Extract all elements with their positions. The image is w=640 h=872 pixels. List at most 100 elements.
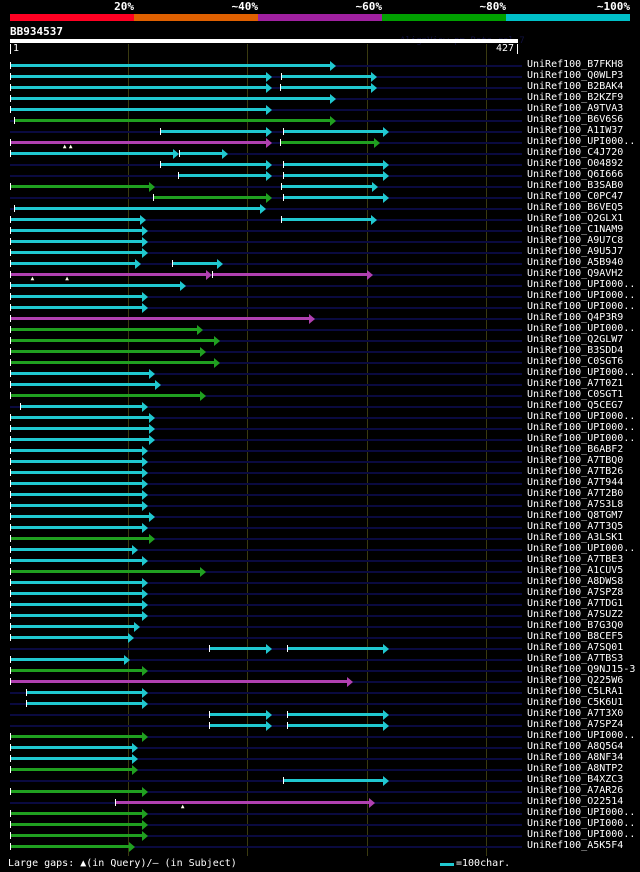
hit-label[interactable]: UniRef100_A9U5J7 [527,246,624,257]
hsp-arrow-icon [266,83,273,93]
hit-label[interactable]: UniRef100_A9U7C8 [527,235,624,246]
hit-label[interactable]: UniRef100_A8DWS8 [527,576,624,587]
hit-label[interactable]: UniRef100_A7SUZ2 [527,609,624,620]
hsp-start-tick [10,62,11,69]
hit-label[interactable]: UniRef100_A7AR26 [527,785,624,796]
hit-label[interactable]: UniRef100_C0SGT6 [527,356,624,367]
hit-label[interactable]: UniRef100_B6ABF2 [527,444,624,455]
hit-label[interactable]: UniRef100_Q2GLX1 [527,213,624,224]
hit-label[interactable]: UniRef100_UPI000.. [527,730,636,741]
hsp-segment [10,97,331,100]
row-track [10,329,522,331]
hit-label[interactable]: UniRef100_UPI000.. [527,829,636,840]
row-track [10,417,522,419]
hit-label[interactable]: UniRef100_UPI000.. [527,543,636,554]
hit-label[interactable]: UniRef100_B7FKH8 [527,59,624,70]
hit-label[interactable]: UniRef100_B8CEF5 [527,631,624,642]
hit-label[interactable]: UniRef100_UPI000.. [527,323,636,334]
hit-label[interactable]: UniRef100_A7TBQ0 [527,455,624,466]
hit-label[interactable]: UniRef100_UPI000.. [527,433,636,444]
hit-label[interactable]: UniRef100_C1NAM9 [527,224,624,235]
hit-label[interactable]: UniRef100_UPI000.. [527,367,636,378]
hit-label[interactable]: UniRef100_UPI000.. [527,279,636,290]
hsp-arrow-icon [260,204,267,214]
hit-label[interactable]: UniRef100_B6VEQ5 [527,202,624,213]
hit-label[interactable]: UniRef100_UPI000.. [527,411,636,422]
row-track [10,604,522,606]
hit-label[interactable]: UniRef100_B4XZC3 [527,774,624,785]
hsp-arrow-icon [266,193,273,203]
hit-label[interactable]: UniRef100_Q5CEG7 [527,400,624,411]
hit-label[interactable]: UniRef100_C5LRA1 [527,686,624,697]
hit-label[interactable]: UniRef100_C0SGT1 [527,389,624,400]
hit-label[interactable]: UniRef100_B3SAB0 [527,180,624,191]
hit-label[interactable]: UniRef100_O22514 [527,796,624,807]
hsp-arrow-icon [133,622,140,632]
hit-label[interactable]: UniRef100_A7SPZ8 [527,587,624,598]
row-track [10,263,522,265]
hit-label[interactable]: UniRef100_A9TVA3 [527,103,624,114]
hit-label[interactable]: UniRef100_UPI000.. [527,807,636,818]
hit-label[interactable]: UniRef100_A7S3L8 [527,499,624,510]
hit-label[interactable]: UniRef100_A7T944 [527,477,624,488]
row-track [10,846,522,848]
hit-label[interactable]: UniRef100_A7SQ01 [527,642,624,653]
hit-label[interactable]: UniRef100_A7T3X0 [527,708,624,719]
hit-label[interactable]: UniRef100_A8Q5G4 [527,741,624,752]
hit-label[interactable]: UniRef100_A7TDG1 [527,598,624,609]
hit-label[interactable]: UniRef100_A1IW37 [527,125,624,136]
hit-label[interactable]: UniRef100_UPI000.. [527,818,636,829]
hsp-start-tick [10,513,11,520]
hit-label[interactable]: UniRef100_A8NTP2 [527,763,624,774]
hit-label[interactable]: UniRef100_Q8TGM7 [527,510,624,521]
hit-label[interactable]: UniRef100_UPI000.. [527,136,636,147]
hit-label[interactable]: UniRef100_A7T0Z1 [527,378,624,389]
hit-label[interactable]: UniRef100_Q9AVH2 [527,268,624,279]
hit-label[interactable]: UniRef100_Q4P3R9 [527,312,624,323]
hit-label[interactable]: UniRef100_B2KZF9 [527,92,624,103]
hsp-start-tick [10,568,11,575]
hit-label[interactable]: UniRef100_Q225W6 [527,675,624,686]
hit-label[interactable]: UniRef100_B7G3Q0 [527,620,624,631]
hit-label[interactable]: UniRef100_A5B940 [527,257,624,268]
hsp-segment [10,295,144,298]
row-track [10,692,522,694]
hsp-arrow-icon [383,644,390,654]
query-gap-icon: ▲ [30,275,35,282]
row-track [10,296,522,298]
hsp-arrow-icon [266,721,273,731]
hit-label[interactable]: UniRef100_B6V6S6 [527,114,624,125]
hit-label[interactable]: UniRef100_A7T3Q5 [527,521,624,532]
row-track [10,307,522,309]
hit-label[interactable]: UniRef100_C4J720 [527,147,624,158]
hit-label[interactable]: UniRef100_A8NF34 [527,752,624,763]
hit-label[interactable]: UniRef100_B2BAK4 [527,81,624,92]
hsp-segment [10,372,151,375]
hsp-segment [10,460,144,463]
hit-label[interactable]: UniRef100_A1CUV5 [527,565,624,576]
hit-label[interactable]: UniRef100_Q6I666 [527,169,624,180]
hit-label[interactable]: UniRef100_A7TBE3 [527,554,624,565]
hsp-arrow-icon [131,743,138,753]
hit-label[interactable]: UniRef100_A7SPZ4 [527,719,624,730]
hit-label[interactable]: UniRef100_A7T2B0 [527,488,624,499]
hit-label[interactable]: UniRef100_B3SDD4 [527,345,624,356]
hsp-arrow-icon [142,809,149,819]
hsp-arrow-icon [142,732,149,742]
hit-label[interactable]: UniRef100_Q0WLP3 [527,70,624,81]
hit-label[interactable]: UniRef100_UPI000.. [527,301,636,312]
hit-label[interactable]: UniRef100_Q9NJ15-3 [527,664,636,675]
hit-label[interactable]: UniRef100_C0PC47 [527,191,624,202]
hit-label[interactable]: UniRef100_A7TB26 [527,466,624,477]
row-track [10,527,522,529]
scale-segment [134,14,258,21]
hit-label[interactable]: UniRef100_UPI000.. [527,290,636,301]
hit-label[interactable]: UniRef100_A7TBS3 [527,653,624,664]
hit-label[interactable]: UniRef100_C5K6U1 [527,697,624,708]
hit-label[interactable]: UniRef100_A3LSK1 [527,532,624,543]
hit-label[interactable]: UniRef100_A5K5F4 [527,840,624,851]
hit-label[interactable]: UniRef100_O04892 [527,158,624,169]
hit-label[interactable]: UniRef100_Q2GLW7 [527,334,624,345]
hsp-start-tick [211,271,213,278]
hit-label[interactable]: UniRef100_UPI000.. [527,422,636,433]
